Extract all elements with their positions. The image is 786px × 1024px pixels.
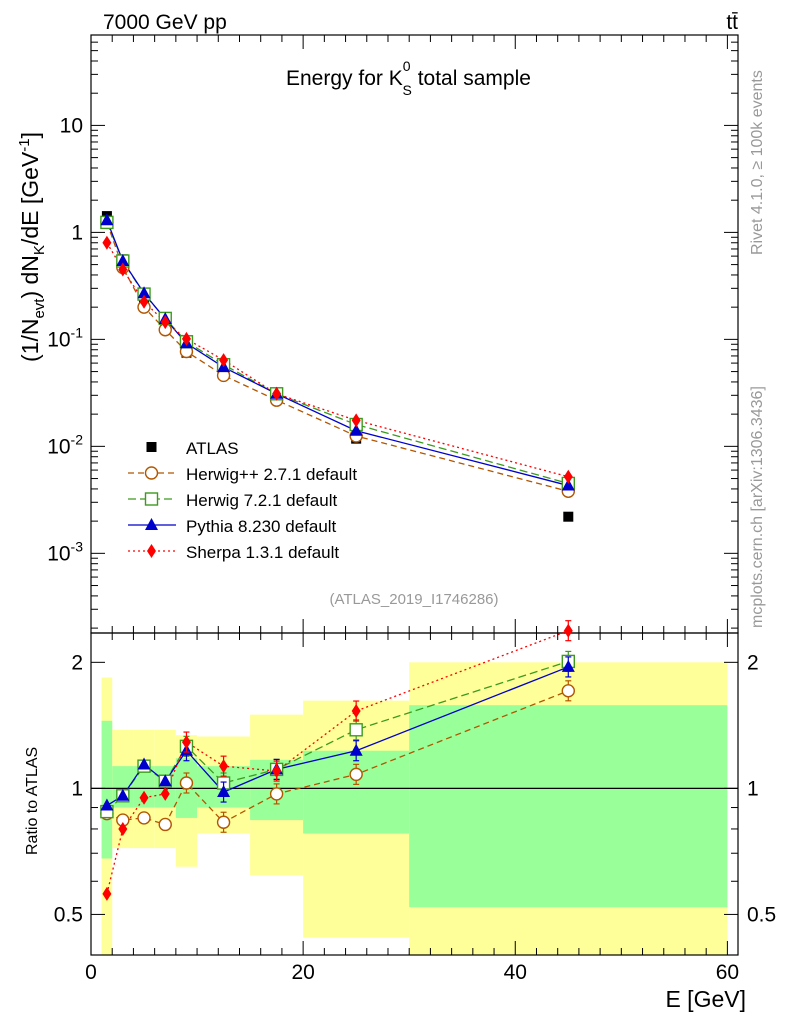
legend-marker (145, 518, 158, 530)
header-left: 7000 GeV pp (103, 11, 227, 34)
legend-label: Herwig 7.2.1 default (186, 491, 337, 510)
ratio-point-herwig-2-7-1-default (137, 811, 151, 825)
ratio-point-herwig-2-7-1-default (561, 684, 575, 698)
ratio-point-sherpa-1-3-1-default (181, 735, 191, 750)
series-point-sherpa-1-3-1-default (160, 315, 170, 330)
series-point-pythia-8-230-default (116, 254, 130, 267)
legend-label: Sherpa 1.3.1 default (186, 543, 339, 562)
series-point-sherpa-1-3-1-default (219, 353, 229, 368)
data-point (563, 511, 574, 522)
y-axis-label: (1/Nevt) dNK/dE [GeV-1] (16, 132, 48, 362)
legend-label: Pythia 8.230 default (186, 517, 337, 536)
y-tick-label: 1 (71, 221, 83, 244)
ratio-point-herwig-2-7-1-default (269, 787, 284, 801)
series-line-herwig-7-2-1-default (106, 222, 569, 485)
ratio-point-pythia-8-230-default (137, 757, 151, 770)
series-point-sherpa-1-3-1-default (118, 262, 128, 277)
series-point-sherpa-1-3-1-default (181, 331, 191, 346)
series-point-sherpa-1-3-1-default (139, 294, 149, 309)
ratio-frame (90, 632, 739, 956)
ratio-tick-label-right: 2 (747, 651, 759, 674)
legend: ATLAS Herwig++ 2.7.1 default Herwig 7.2.1 … (128, 439, 357, 562)
series-point-sherpa-1-3-1-default (563, 469, 573, 484)
series-line-herwig-2-7-1-default (106, 222, 569, 492)
ratio-point-sherpa-1-3-1-default (102, 886, 112, 901)
series-point-sherpa-1-3-1-default (102, 235, 112, 250)
x-tick-label: 40 (504, 961, 527, 984)
ratio-point-pythia-8-230-default (561, 659, 575, 672)
legend-label-atlas: ATLAS (186, 439, 239, 458)
series-point-pythia-8-230-default (100, 213, 114, 226)
ratio-point-sherpa-1-3-1-default (219, 759, 229, 774)
x-axis-label: E [GeV] (665, 986, 746, 1012)
uncertainty-band-inner (133, 766, 155, 808)
series-point-pythia-8-230-default (561, 478, 575, 491)
y-tick-label: 10-1 (47, 324, 83, 351)
ratio-point-sherpa-1-3-1-default (160, 786, 170, 801)
analysis-id: (ATLAS_2019_I1746286) (329, 591, 498, 608)
header-right: tt̄ (726, 11, 738, 34)
series-point-pythia-8-230-default (137, 286, 151, 299)
ratio-tick-label-left: 0.5 (54, 903, 83, 926)
ratio-point-pythia-8-230-default (349, 743, 363, 756)
y-tick-label: 10-3 (47, 538, 83, 565)
ratio-point-sherpa-1-3-1-default (272, 764, 282, 779)
legend-marker (147, 544, 156, 558)
uncertainty-band-inner (303, 750, 410, 834)
ratio-tick-label-right: 1 (747, 777, 759, 800)
ratio-point-herwig-7-2-1-default (349, 723, 363, 737)
legend-marker (144, 492, 159, 506)
series-point-sherpa-1-3-1-default (272, 386, 282, 401)
ratio-point-pythia-8-230-default (158, 774, 172, 787)
uncertainty-band-inner (101, 720, 113, 859)
ratio-point-sherpa-1-3-1-default (118, 821, 128, 836)
ratio-tick-label-left: 1 (71, 777, 83, 800)
ratio-tick-label-left: 2 (71, 651, 83, 674)
x-tick-label: 0 (85, 961, 97, 984)
ratio-line-sherpa-1-3-1-default (106, 630, 569, 894)
rivet-label: Rivet 4.1.0, ≥ 100k events (749, 70, 766, 255)
mcplots-label: mcplots.cern.ch [arXiv:1306.3436] (749, 386, 766, 628)
ratio-point-herwig-2-7-1-default (158, 817, 172, 832)
main-panel: 10-3 10-2 10-1 1 10 (1/Nevt) dNK/dE [GeV-1] En… (16, 34, 739, 634)
ratio-line-herwig-2-7-1-default (106, 690, 569, 826)
series-line-sherpa-1-3-1-default (106, 242, 569, 478)
ratio-point-pythia-8-230-default (116, 788, 130, 801)
y-tick-label: 10-2 (47, 431, 83, 458)
legend-marker (144, 466, 159, 480)
ratio-tick-label-right: 0.5 (747, 903, 776, 926)
ratio-point-herwig-2-7-1-default (349, 767, 363, 782)
x-tick-label: 60 (716, 961, 739, 984)
ratio-point-herwig-2-7-1-default (179, 776, 194, 790)
ratio-point-herwig-2-7-1-default (216, 815, 231, 829)
ratio-point-pythia-8-230-default (217, 785, 231, 798)
ratio-point-pythia-8-230-default (100, 798, 114, 811)
ratio-panel: 0.5 0.5 1 1 2 2 Ratio to ATLAS (24, 620, 776, 956)
y-tick-label: 10 (60, 114, 83, 137)
uncertainty-band-inner (409, 705, 728, 908)
chart-title: Energy for K0 S total sample (286, 58, 531, 98)
legend-marker-atlas (146, 442, 157, 452)
ratio-point-sherpa-1-3-1-default (563, 623, 573, 638)
series-point-sherpa-1-3-1-default (351, 413, 361, 428)
ratio-point-sherpa-1-3-1-default (351, 704, 361, 719)
ratio-point-sherpa-1-3-1-default (139, 790, 149, 805)
series-line-pythia-8-230-default (106, 219, 569, 487)
legend-label: Herwig++ 2.7.1 default (186, 465, 357, 484)
series-point-pythia-8-230-default (349, 423, 363, 436)
x-tick-label: 20 (291, 961, 314, 984)
ratio-y-axis-label: Ratio to ATLAS (24, 747, 41, 855)
